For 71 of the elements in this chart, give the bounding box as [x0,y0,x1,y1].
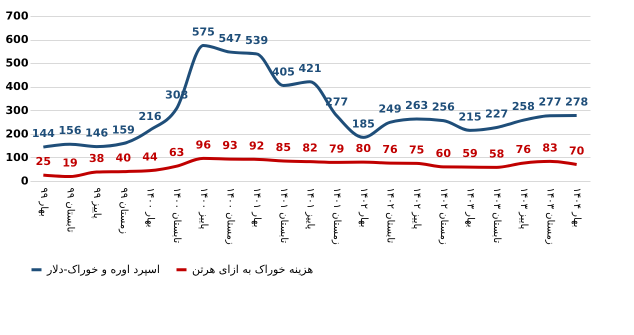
x-tick-label: پاییز ۹۹ [91,188,102,219]
data-label: 82 [302,142,318,155]
x-tick-label: زمستان ۹۹ [118,188,129,234]
data-label: 547 [218,32,242,46]
x-tick-label: زمستان ۱۴۰۳ [544,188,556,245]
y-tick-label: 700 [6,10,29,22]
data-label: 44 [142,150,158,164]
data-label: 25 [36,155,51,168]
data-label: 92 [249,139,264,152]
data-label: 539 [245,34,268,47]
y-tick-label: 500 [6,56,29,70]
x-tick-label: تابستان ۱۴۰۲ [384,188,396,244]
data-label: 146 [85,126,108,140]
x-tick-label: پاییز ۱۴۰۰ [198,188,209,230]
data-label: 59 [462,147,478,160]
x-tick-label: تابستان ۹۹ [64,188,76,233]
data-label: 185 [352,117,375,130]
data-label: 144 [32,127,56,140]
x-tick-label: زمستان ۱۴۰۲ [438,188,449,245]
y-tick-label: 400 [6,80,29,94]
x-tick-label: تابستان ۱۴۰۳ [491,188,502,244]
x-tick-label: پاییز ۱۴۰۳ [518,188,529,230]
data-label: 156 [58,124,82,138]
x-tick-label: بهار ۱۴۰۰ [144,188,156,228]
data-label: 79 [329,142,344,156]
x-tick-label: بهار ۱۴۰۲ [358,188,369,228]
data-label: 19 [62,156,78,170]
x-tick-label: بهار ۱۴۰۱ [251,188,262,228]
y-tick-label: 300 [6,104,29,117]
data-label: 38 [89,152,104,166]
x-tick-label: بهار ۱۴۰۴ [571,188,582,228]
data-label: 421 [298,62,322,75]
data-label: 278 [565,95,588,108]
y-tick-label: 0 [20,174,29,188]
data-label: 60 [436,146,452,160]
x-tick-label: بهار ۹۹ [38,188,49,217]
x-tick-label: زمستان ۱۴۰۱ [331,188,342,245]
data-label: 70 [569,144,585,158]
x-tick-label: تابستان ۱۴۰۰ [171,188,182,244]
data-label: 96 [196,138,212,152]
data-label: 85 [276,140,291,154]
data-label: 63 [169,146,184,160]
data-label: 227 [485,107,508,120]
data-label: 75 [409,143,424,156]
y-tick-label: 100 [6,150,29,164]
data-label: 76 [382,143,398,156]
x-tick-label: بهار ۱۴۰۳ [464,188,476,228]
data-label: 258 [512,100,535,114]
data-label: 216 [138,110,162,124]
data-label: 405 [272,66,295,79]
x-tick-label: پاییز ۱۴۰۱ [304,188,316,230]
data-label: 263 [405,99,428,112]
x-tick-label: تابستان ۱۴۰۱ [278,188,289,244]
y-tick-label: 200 [6,127,29,140]
data-label: 83 [542,141,558,154]
data-label: 80 [356,142,372,156]
x-tick-label: زمستان ۱۴۰۰ [224,188,236,245]
data-label: 76 [516,143,532,156]
data-label: 249 [378,102,402,116]
data-label: 277 [538,96,562,109]
data-label: 256 [432,100,456,114]
legend-label: اسپرد اوره و خوراک-دلار [46,262,160,276]
data-label: 575 [192,25,215,38]
data-label: 93 [222,139,238,152]
data-label: 40 [116,152,132,165]
data-label: 159 [112,124,135,137]
data-label: 215 [458,110,482,124]
legend-label: هزینه خوراک به ازای هرتن [192,262,314,276]
data-label: 58 [489,147,504,160]
y-tick-label: 600 [6,33,29,46]
x-tick-label: پاییز ۱۴۰۲ [411,188,422,230]
